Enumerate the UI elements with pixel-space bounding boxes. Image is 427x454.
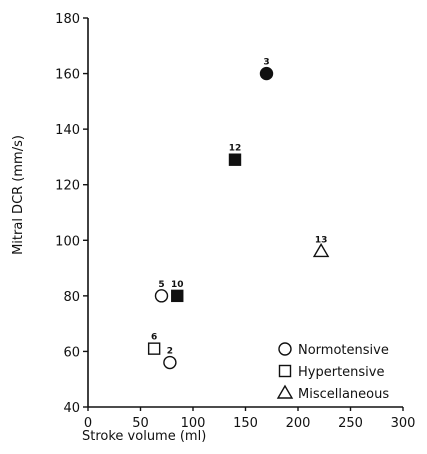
data-point bbox=[147, 342, 161, 355]
legend-marker bbox=[278, 364, 292, 378]
y-tick-label: 160 bbox=[55, 68, 80, 83]
legend: Normotensive Hypertensive Miscellaneous bbox=[276, 342, 389, 402]
y-tick-label: 40 bbox=[63, 401, 80, 416]
legend-entry: Hypertensive bbox=[298, 365, 384, 380]
data-point bbox=[163, 355, 177, 370]
legend-entry: Normotensive bbox=[298, 343, 389, 358]
x-tick-label: 150 bbox=[233, 416, 258, 431]
x-tick-label: 0 bbox=[84, 416, 92, 431]
x-tick-label: 100 bbox=[181, 416, 206, 431]
point-label: 3 bbox=[263, 58, 269, 68]
point-label: 12 bbox=[229, 144, 242, 154]
data-point bbox=[171, 289, 184, 303]
data-point bbox=[154, 289, 169, 303]
y-tick-label: 180 bbox=[55, 12, 80, 27]
x-axis-label: Stroke volume (ml) bbox=[82, 429, 206, 444]
data-point bbox=[312, 243, 330, 258]
x-tick-label: 300 bbox=[391, 416, 416, 431]
point-label: 10 bbox=[171, 280, 184, 290]
y-tick-label: 140 bbox=[55, 123, 80, 138]
y-tick-label: 120 bbox=[55, 179, 80, 194]
x-tick-label: 200 bbox=[286, 416, 311, 431]
legend-marker bbox=[278, 342, 292, 356]
y-tick-label: 80 bbox=[63, 290, 80, 305]
y-tick-label: 100 bbox=[55, 234, 80, 249]
point-label: 5 bbox=[158, 280, 164, 290]
x-tick-label: 50 bbox=[132, 416, 149, 431]
data-points: 3 12 13 5 10 62 bbox=[147, 58, 330, 370]
y-tick-label: 60 bbox=[63, 345, 80, 360]
point-label: 2 bbox=[167, 347, 173, 357]
legend-entry: Miscellaneous bbox=[298, 387, 389, 402]
x-ticks: 0 50 100 150 200 250 300 bbox=[84, 407, 416, 431]
point-label: 13 bbox=[315, 235, 328, 245]
legend-marker bbox=[276, 384, 294, 399]
y-axis-label: Mitral DCR (mm/s) bbox=[11, 135, 26, 255]
y-ticks: 40 60 80 100 120 140 160 180 bbox=[55, 12, 88, 416]
data-point bbox=[228, 153, 242, 166]
x-tick-label: 250 bbox=[338, 416, 363, 431]
data-point bbox=[259, 66, 274, 81]
point-label: 6 bbox=[151, 333, 157, 343]
